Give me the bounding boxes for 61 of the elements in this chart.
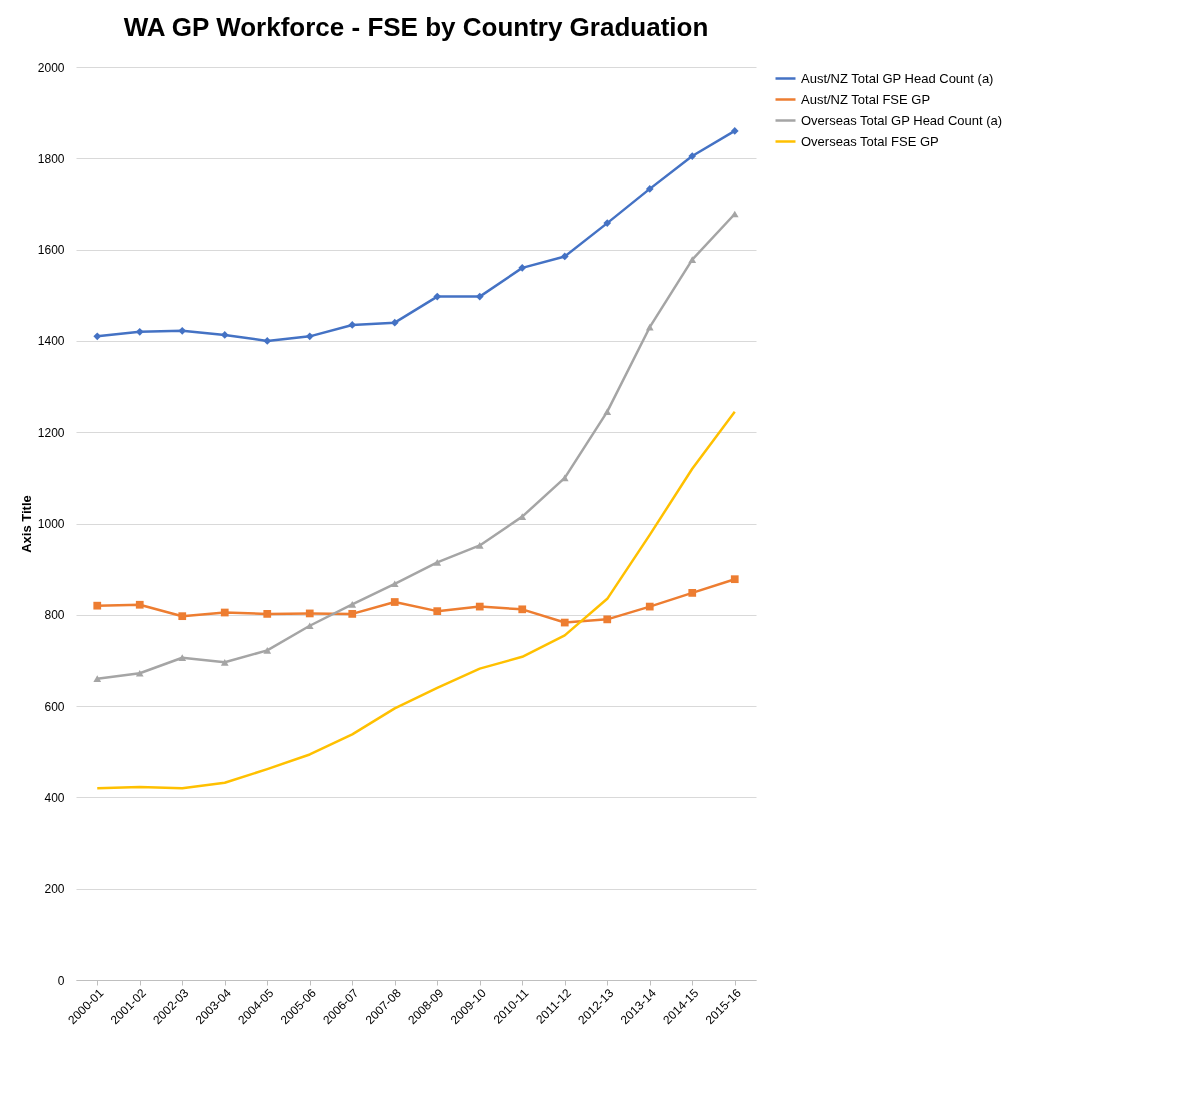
legend-label: Overseas Total FSE GP bbox=[801, 133, 939, 149]
point bbox=[348, 600, 357, 608]
point bbox=[645, 323, 654, 331]
point bbox=[93, 332, 102, 341]
point bbox=[730, 575, 739, 584]
point bbox=[603, 615, 612, 624]
point bbox=[390, 598, 399, 606]
point bbox=[433, 558, 442, 566]
point bbox=[305, 332, 314, 341]
point bbox=[475, 542, 484, 549]
point bbox=[390, 580, 399, 588]
point bbox=[603, 408, 612, 416]
legend-label: Aust/NZ Total GP Head Count (a) bbox=[801, 70, 994, 86]
point bbox=[220, 331, 229, 339]
point bbox=[688, 256, 697, 263]
point bbox=[433, 607, 442, 616]
point bbox=[518, 605, 527, 614]
y-tick-label: 1200 bbox=[37, 425, 65, 440]
point bbox=[475, 602, 484, 611]
point bbox=[603, 219, 612, 227]
y-axis-title: Axis Title bbox=[18, 495, 34, 553]
point bbox=[178, 326, 187, 335]
point bbox=[263, 647, 272, 654]
point bbox=[730, 127, 739, 135]
point bbox=[475, 292, 484, 301]
point bbox=[135, 327, 144, 336]
point bbox=[560, 252, 569, 261]
point bbox=[263, 337, 272, 345]
point bbox=[305, 609, 314, 618]
point bbox=[348, 610, 357, 618]
point bbox=[178, 654, 187, 662]
line-series bbox=[96, 410, 736, 790]
y-tick-label: 2000 bbox=[37, 60, 65, 75]
point bbox=[135, 600, 144, 609]
point bbox=[645, 185, 654, 193]
point bbox=[390, 318, 399, 327]
legend-label: Overseas Total GP Head Count (a) bbox=[801, 112, 1003, 128]
y-tick-label: 1000 bbox=[37, 517, 65, 531]
point bbox=[560, 618, 569, 627]
point bbox=[688, 152, 697, 160]
chart-title: WA GP Workforce - FSE by Country Graduation bbox=[123, 12, 709, 42]
y-tick-label: 0 bbox=[57, 973, 65, 988]
point bbox=[135, 669, 144, 677]
point bbox=[433, 292, 442, 301]
point bbox=[688, 589, 697, 597]
y-tick-label: 1400 bbox=[37, 334, 65, 349]
y-tick-label: 600 bbox=[44, 699, 65, 714]
point bbox=[220, 658, 229, 666]
point bbox=[93, 675, 102, 683]
y-tick-label: 200 bbox=[44, 882, 65, 897]
y-tick-label: 400 bbox=[44, 790, 65, 805]
point bbox=[263, 610, 272, 618]
point bbox=[93, 601, 102, 610]
legend-label: Aust/NZ Total FSE GP bbox=[801, 91, 931, 107]
y-tick-label: 1600 bbox=[37, 243, 65, 258]
y-tick-label: 800 bbox=[44, 608, 65, 623]
point bbox=[178, 612, 187, 621]
y-tick-label: 1800 bbox=[37, 151, 65, 166]
point bbox=[645, 602, 654, 611]
point bbox=[220, 608, 229, 617]
point bbox=[518, 263, 527, 272]
